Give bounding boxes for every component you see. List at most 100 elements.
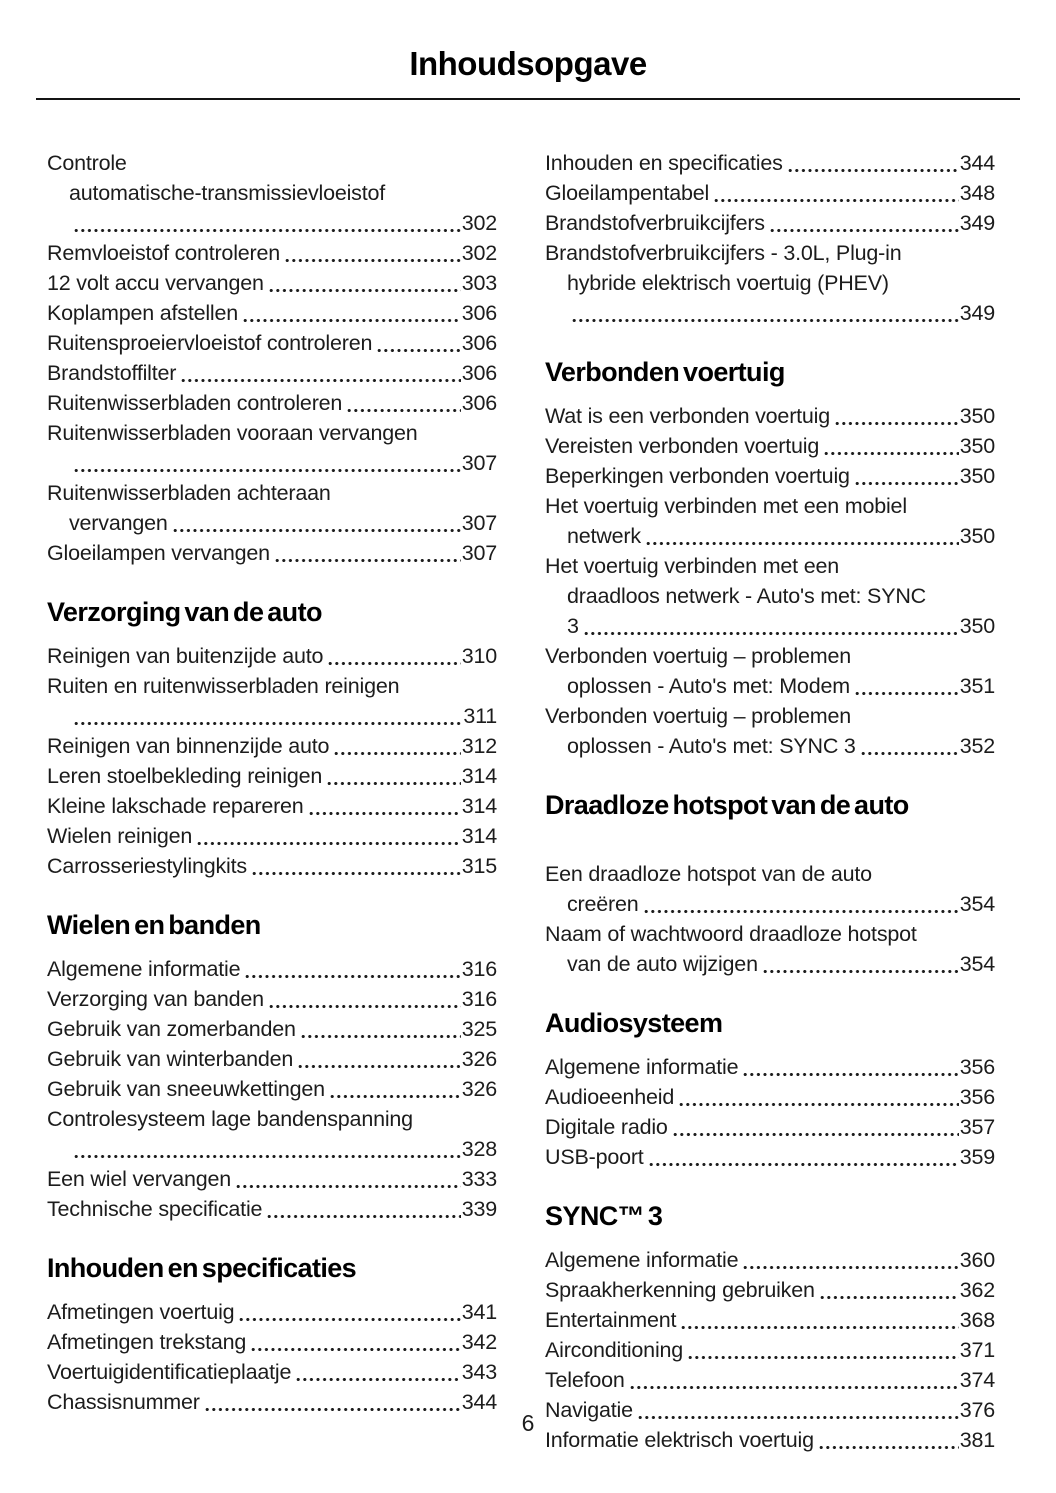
toc-entry-line: Entertainment 368: [545, 1305, 995, 1335]
toc-page-number: 357: [959, 1115, 995, 1139]
dot-leader: [645, 540, 959, 547]
toc-page-number: 312: [461, 734, 497, 758]
toc-page-number: 360: [959, 1248, 995, 1272]
toc-entry-text: Verzorging van banden: [47, 987, 264, 1011]
toc-entry-line: Vereisten verbonden voertuig 350: [545, 431, 995, 461]
toc-page-number: 306: [461, 301, 497, 325]
dot-leader: [204, 1406, 461, 1413]
toc-entry: Afmetingen voertuig 341: [47, 1297, 497, 1327]
toc-page-number: 326: [461, 1077, 497, 1101]
toc-entry-line: Gloeilampentabel 348: [545, 178, 995, 208]
dot-leader: [274, 557, 461, 564]
toc-entry-line: Kleine lakschade repareren 314: [47, 791, 497, 821]
toc-entry: Reinigen van binnenzijde auto 312: [47, 731, 497, 761]
toc-entry: Een wiel vervangen 333: [47, 1164, 497, 1194]
toc-entry: Carrosseriestylingkits 315: [47, 851, 497, 881]
toc-entry-text: Informatie elektrisch voertuig: [545, 1428, 814, 1452]
dot-leader: [854, 690, 959, 697]
dot-leader: [643, 908, 959, 915]
dot-leader: [769, 227, 959, 234]
toc-page-number: 325: [461, 1017, 497, 1041]
toc-entry: Ruitensproeiervloeistof controleren 306: [47, 328, 497, 358]
dot-leader: [672, 1131, 959, 1138]
toc-entry: Ruitenwisserbladen achteraan vervangen 307: [47, 478, 497, 538]
toc-page-number: 314: [461, 824, 497, 848]
toc-entry-line: Remvloeistof controleren 302: [47, 238, 497, 268]
toc-entry-text: Gloeilampentabel: [545, 181, 710, 205]
dot-leader: [824, 450, 959, 457]
toc-entry-text: Inhouden en specificaties: [545, 151, 783, 175]
toc-entry-text: Carrosseriestylingkits: [47, 854, 247, 878]
toc-page-number: 354: [959, 952, 995, 976]
toc-entry-line: 302: [47, 208, 497, 238]
toc-entry-line: Algemene informatie 356: [545, 1052, 995, 1082]
dot-leader: [334, 750, 461, 757]
toc-entry-text: Remvloeistof controleren: [47, 241, 281, 265]
dot-leader: [377, 347, 461, 354]
toc-entry-line: Een wiel vervangen 333: [47, 1164, 497, 1194]
toc-entry-line: Technische specificatie 339: [47, 1194, 497, 1224]
dot-leader: [328, 660, 461, 667]
toc-entry: Spraakherkenning gebruiken 362: [545, 1275, 995, 1305]
toc-entry: Ruitenwisserbladen vooraan vervangen 307: [47, 418, 497, 478]
toc-entry-text: 3: [567, 614, 579, 638]
toc-entry-line: Reinigen van binnenzijde auto 312: [47, 731, 497, 761]
toc-entry-text: draadloos netwerk - Auto's met: SYNC: [567, 584, 926, 608]
toc-entry-text: Navigatie: [545, 1398, 633, 1422]
dot-leader: [285, 257, 461, 264]
toc-entry-line: Audioeenheid 356: [545, 1082, 995, 1112]
toc-entry: Remvloeistof controleren 302: [47, 238, 497, 268]
toc-entry-text: Wielen reinigen: [47, 824, 193, 848]
toc-entry: Het voertuig verbinden met een draadloos …: [545, 551, 995, 641]
toc-page-number: 302: [461, 211, 497, 235]
toc-entry-text: Spraakherkenning gebruiken: [545, 1278, 815, 1302]
toc-page-number: 349: [959, 211, 995, 235]
toc-entry-line: Navigatie 376: [545, 1395, 995, 1425]
toc-entry: Brandstoffilter 306: [47, 358, 497, 388]
toc-entry-text: vervangen: [69, 511, 168, 535]
toc-entry-line: netwerk 350: [545, 521, 995, 551]
toc-entry: USB-poort 359: [545, 1142, 995, 1172]
toc-entry: Airconditioning 371: [545, 1335, 995, 1365]
dot-leader: [743, 1071, 959, 1078]
toc-entry-line: Beperkingen verbonden voertuig 350: [545, 461, 995, 491]
toc-page-number: 306: [461, 331, 497, 355]
toc-entry-line: Verzorging van banden 316: [47, 984, 497, 1014]
toc-page-number: 302: [461, 241, 497, 265]
toc-entry-line: creëren 354: [545, 889, 995, 919]
toc-entry: Entertainment 368: [545, 1305, 995, 1335]
dot-leader: [296, 1376, 461, 1383]
toc-entry-text: netwerk: [567, 524, 641, 548]
toc-page-number: 344: [959, 151, 995, 175]
toc-page-number: 350: [959, 404, 995, 428]
toc-entry-text: USB-poort: [545, 1145, 644, 1169]
toc-entry: Koplampen afstellen 306: [47, 298, 497, 328]
toc-entry-line: Spraakherkenning gebruiken 362: [545, 1275, 995, 1305]
toc-page-number: 339: [461, 1197, 497, 1221]
dot-leader: [347, 407, 461, 414]
toc-entry-text: Ruitenwisserbladen controleren: [47, 391, 343, 415]
dot-leader: [787, 167, 959, 174]
dot-leader: [629, 1384, 959, 1391]
toc-page-number: 354: [959, 892, 995, 916]
dot-leader: [648, 1161, 959, 1168]
toc-entry-text: Een wiel vervangen: [47, 1167, 232, 1191]
toc-entry-line: Algemene informatie 360: [545, 1245, 995, 1275]
toc-entry-text: oplossen - Auto's met: Modem: [567, 674, 850, 698]
section-heading: Draadloze hotspot van de auto: [545, 790, 909, 820]
toc-entry-text: Digitale radio: [545, 1115, 668, 1139]
dot-leader: [572, 317, 959, 324]
toc-entry-text: Ruitenwisserbladen achteraan: [47, 481, 331, 505]
toc-page-number: 352: [959, 734, 995, 758]
toc-entry-text: Gebruik van winterbanden: [47, 1047, 294, 1071]
toc-page-number: 307: [461, 511, 497, 535]
toc-entry-text: Naam of wachtwoord draadloze hotspot: [545, 922, 917, 946]
page-title: Inhoudsopgave: [409, 45, 647, 82]
section-heading: Verbonden voertuig: [545, 357, 785, 387]
toc-entry-text: Voertuigidentificatieplaatje: [47, 1360, 292, 1384]
dot-leader: [583, 630, 959, 637]
toc-column-right: Inhouden en specificaties 344 Gloeilampent…: [545, 148, 995, 1455]
toc-entry-text: Audioeenheid: [545, 1085, 675, 1109]
toc-entry-line: 328: [47, 1134, 497, 1164]
toc-entry-text: Brandstofverbruikcijfers - 3.0L, Plug-in: [545, 241, 902, 265]
